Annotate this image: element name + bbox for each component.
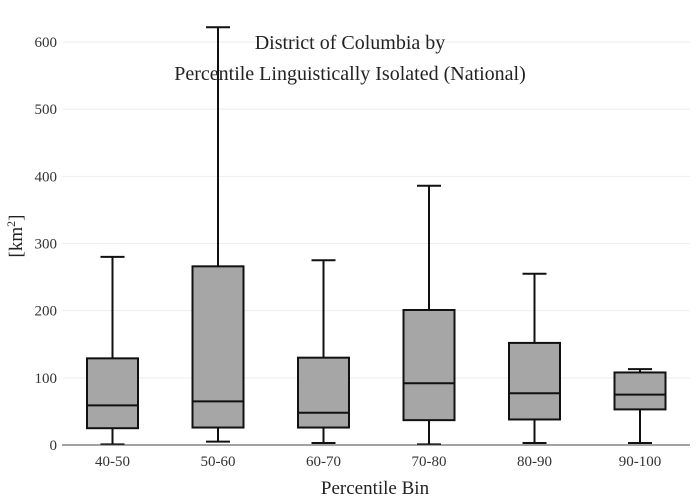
x-tick-label: 50-60: [201, 454, 236, 470]
y-tick-label: 100: [35, 371, 58, 387]
box-70-80: [402, 184, 456, 446]
y-tick-labels: 0 100 200 300 400 500 600: [35, 35, 58, 454]
y-tick-label: 300: [35, 237, 58, 253]
x-tick-label: 90-100: [619, 454, 662, 470]
y-tick-label: 400: [35, 169, 58, 185]
x-axis-label: Percentile Bin: [321, 478, 430, 499]
iqr-box: [191, 265, 245, 429]
iqr-box: [508, 341, 561, 421]
iqr-box: [613, 371, 667, 411]
y-axis-label-superscript: 2: [4, 221, 18, 227]
iqr-box: [402, 308, 456, 422]
y-tick-label: 200: [35, 304, 58, 320]
iqr-box: [86, 357, 139, 430]
x-tick-label: 40-50: [95, 454, 130, 470]
box-40-50: [86, 255, 139, 446]
box-90-100: [613, 368, 667, 444]
y-axis-label-close: ]: [6, 215, 27, 221]
x-tick-label: 70-80: [412, 454, 447, 470]
chart-title-line-1: District of Columbia by: [255, 32, 446, 54]
box-60-70: [297, 259, 350, 444]
box-series: [86, 26, 667, 446]
box-50-60: [191, 26, 245, 443]
x-tick-labels: 40-50 50-60 60-70 70-80 80-90 90-100: [95, 454, 661, 470]
chart-title-line-2: Percentile Linguistically Isolated (Nati…: [174, 63, 526, 85]
y-tick-label: 500: [35, 102, 58, 118]
iqr-box: [297, 356, 350, 429]
x-tick-label: 80-90: [517, 454, 552, 470]
x-tick-label: 60-70: [306, 454, 341, 470]
box-80-90: [508, 272, 561, 444]
grid-lines: [62, 41, 690, 379]
y-tick-label: 0: [50, 438, 58, 454]
y-axis-label: [km2]: [4, 215, 27, 258]
y-tick-label: 600: [35, 35, 58, 51]
y-axis-label-text: [km: [6, 227, 27, 258]
